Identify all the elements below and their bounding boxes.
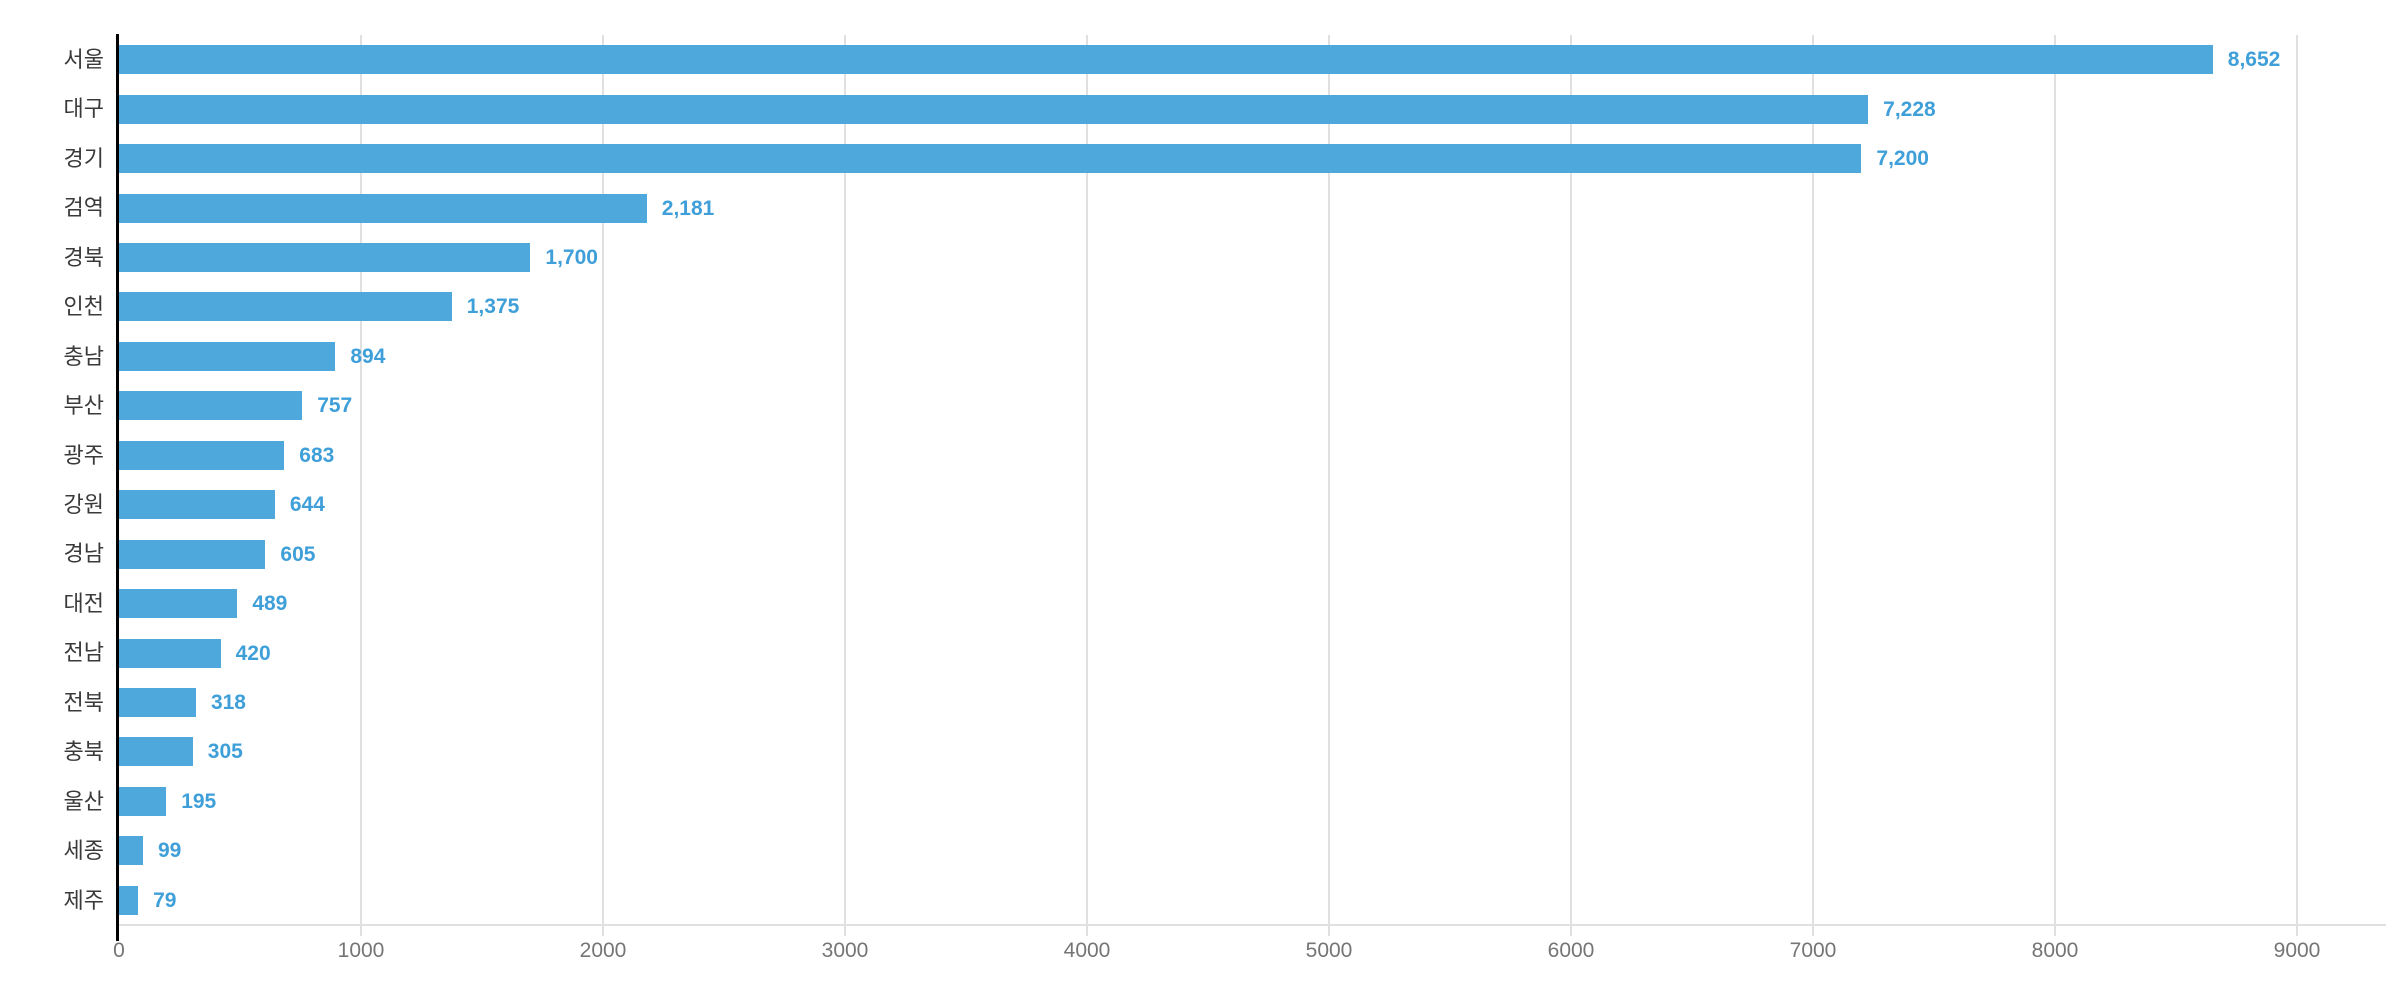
category-label-검역: 검역 bbox=[63, 195, 104, 221]
gridline-x-8000 bbox=[2054, 35, 2056, 936]
plot-area: 8,652 7,228 7,200 2,181 1,700 1,375 894 757 683 6… bbox=[119, 35, 2298, 936]
x-tick-label-1000: 1000 bbox=[337, 939, 385, 962]
bar-부산 bbox=[119, 391, 303, 421]
x-tick-label-9000: 9000 bbox=[2273, 939, 2321, 962]
category-label-경기: 경기 bbox=[63, 145, 104, 171]
bar-row-경남: 605 bbox=[119, 529, 2297, 578]
bar-row-경북: 1,700 bbox=[119, 233, 2297, 282]
bar-제주 bbox=[119, 885, 139, 915]
gridline-x-6000 bbox=[1570, 35, 1572, 936]
value-label-경기: 7,200 bbox=[1876, 147, 1929, 171]
value-label-세종: 99 bbox=[157, 839, 182, 863]
gridline-x-5000 bbox=[1328, 35, 1330, 936]
bar-row-전남: 420 bbox=[119, 628, 2297, 677]
y-axis-line bbox=[116, 34, 119, 941]
category-label-인천: 인천 bbox=[63, 294, 104, 320]
gridline-x-1000 bbox=[360, 35, 362, 936]
value-label-충남: 894 bbox=[350, 344, 386, 368]
bar-광주 bbox=[119, 440, 285, 470]
x-axis-line bbox=[119, 924, 2386, 926]
category-label-울산: 울산 bbox=[63, 788, 104, 814]
bar-검역 bbox=[119, 193, 647, 223]
category-label-부산: 부산 bbox=[63, 393, 104, 419]
value-label-충북: 305 bbox=[207, 740, 243, 764]
category-label-대전: 대전 bbox=[63, 590, 104, 616]
value-label-강원: 644 bbox=[289, 493, 325, 517]
bar-row-대전: 489 bbox=[119, 579, 2297, 628]
bar-row-대구: 7,228 bbox=[119, 84, 2297, 133]
value-label-대구: 7,228 bbox=[1883, 97, 1936, 121]
bar-row-광주: 683 bbox=[119, 431, 2297, 480]
gridline-x-3000 bbox=[844, 35, 846, 936]
bar-전남 bbox=[119, 638, 221, 668]
value-label-검역: 2,181 bbox=[661, 196, 715, 220]
gridline-x-7000 bbox=[1812, 35, 1814, 936]
bar-세종 bbox=[119, 836, 143, 866]
bar-경기 bbox=[119, 144, 1862, 174]
bar-경남 bbox=[119, 539, 266, 569]
bar-row-충남: 894 bbox=[119, 332, 2297, 381]
category-label-전남: 전남 bbox=[63, 640, 104, 666]
value-label-경북: 1,700 bbox=[545, 245, 598, 269]
bar-전북 bbox=[119, 687, 196, 717]
bar-row-세종: 99 bbox=[119, 826, 2297, 875]
value-label-전남: 420 bbox=[235, 641, 271, 665]
value-label-전북: 318 bbox=[210, 690, 246, 714]
value-label-서울: 8,652 bbox=[2227, 48, 2281, 72]
category-label-경북: 경북 bbox=[63, 244, 104, 270]
gridline-x-2000 bbox=[602, 35, 604, 936]
bar-서울 bbox=[119, 45, 2213, 75]
category-label-광주: 광주 bbox=[63, 442, 104, 468]
bar-울산 bbox=[119, 786, 167, 816]
value-label-울산: 195 bbox=[181, 789, 217, 813]
bar-row-서울: 8,652 bbox=[119, 35, 2297, 84]
bar-충남 bbox=[119, 341, 336, 371]
bar-row-전북: 318 bbox=[119, 678, 2297, 727]
bar-row-검역: 2,181 bbox=[119, 183, 2297, 232]
bar-경북 bbox=[119, 242, 531, 272]
category-label-강원: 강원 bbox=[63, 492, 104, 517]
bar-대구 bbox=[119, 94, 1869, 124]
value-label-경남: 605 bbox=[280, 542, 316, 566]
x-tick-label-3000: 3000 bbox=[821, 939, 869, 962]
x-tick-label-7000: 7000 bbox=[1789, 939, 1837, 962]
x-tick-label-4000: 4000 bbox=[1063, 939, 1111, 962]
category-label-서울: 서울 bbox=[63, 47, 104, 72]
category-label-경남: 경남 bbox=[63, 541, 104, 567]
value-label-인천: 1,375 bbox=[466, 295, 520, 319]
bar-row-강원: 644 bbox=[119, 480, 2297, 529]
category-label-제주: 제주 bbox=[63, 887, 104, 913]
category-label-대구: 대구 bbox=[63, 96, 104, 122]
x-tick-label-8000: 8000 bbox=[2031, 939, 2079, 962]
value-label-대전: 489 bbox=[252, 592, 288, 616]
value-label-광주: 683 bbox=[299, 443, 335, 467]
bar-강원 bbox=[119, 490, 275, 520]
x-tick-label-0: 0 bbox=[113, 939, 125, 962]
category-label-충남: 충남 bbox=[63, 343, 104, 369]
bar-row-충북: 305 bbox=[119, 727, 2297, 776]
bar-row-울산: 195 bbox=[119, 777, 2297, 826]
bar-row-제주: 79 bbox=[119, 876, 2297, 925]
category-label-세종: 세종 bbox=[63, 838, 104, 864]
value-label-부산: 757 bbox=[317, 394, 353, 418]
category-label-충북: 충북 bbox=[63, 739, 104, 765]
x-tick-label-6000: 6000 bbox=[1547, 939, 1595, 962]
x-tick-label-2000: 2000 bbox=[579, 939, 627, 962]
x-tick-label-5000: 5000 bbox=[1305, 939, 1353, 962]
value-label-제주: 79 bbox=[153, 888, 177, 912]
bar-충북 bbox=[119, 737, 193, 767]
category-label-전북: 전북 bbox=[63, 689, 104, 715]
bar-row-인천: 1,375 bbox=[119, 282, 2297, 331]
bar-대전 bbox=[119, 589, 238, 619]
bar-row-부산: 757 bbox=[119, 381, 2297, 430]
bar-인천 bbox=[119, 292, 452, 322]
gridline-x-4000 bbox=[1086, 35, 1088, 936]
bar-row-경기: 7,200 bbox=[119, 134, 2297, 183]
gridline-x-9000 bbox=[2296, 35, 2298, 936]
